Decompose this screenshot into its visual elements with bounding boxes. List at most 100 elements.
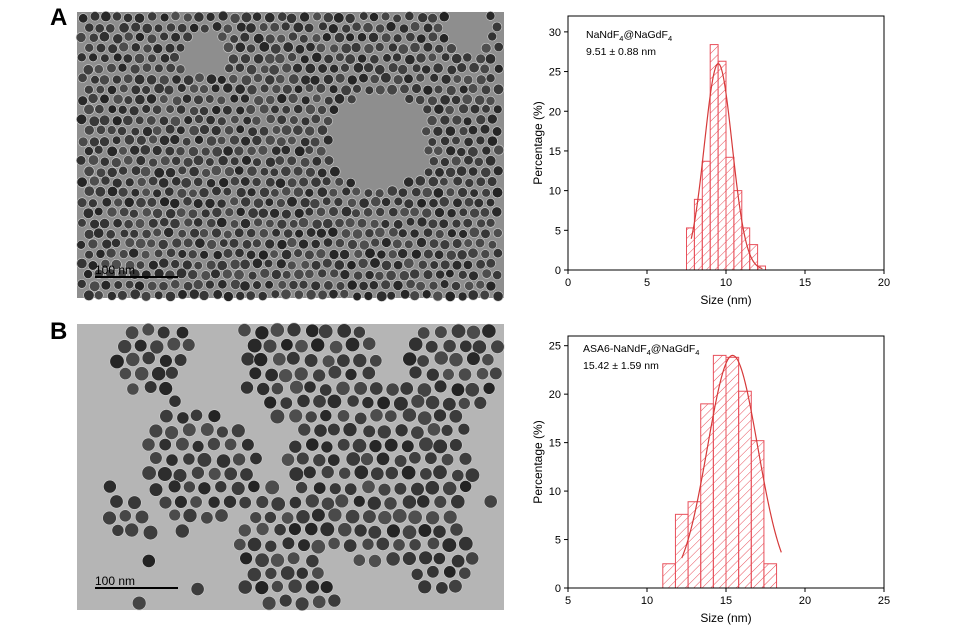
- nanoparticle: [328, 249, 340, 260]
- nanoparticle: [164, 146, 175, 157]
- nanoparticle: [304, 125, 316, 137]
- nanoparticle: [207, 495, 221, 509]
- nanoparticle: [281, 62, 293, 74]
- nanoparticle: [381, 197, 391, 207]
- nanoparticle: [207, 437, 221, 451]
- nanoparticle: [293, 104, 304, 114]
- nanoparticle: [264, 280, 274, 290]
- nanoparticle: [327, 23, 339, 35]
- nanoparticle: [281, 84, 293, 95]
- nanoparticle: [152, 104, 163, 115]
- nanoparticle: [258, 126, 270, 137]
- nanoparticle: [105, 247, 117, 259]
- nanoparticle: [451, 95, 461, 105]
- nanoparticle: [269, 22, 280, 33]
- nanoparticle: [293, 289, 304, 300]
- nanoparticle: [264, 567, 278, 580]
- nanoparticle: [327, 422, 341, 437]
- nanoparticle: [239, 258, 251, 270]
- nanoparticle: [141, 228, 152, 239]
- nanoparticle: [357, 257, 369, 269]
- nanoparticle: [183, 281, 194, 292]
- nanoparticle: [175, 64, 186, 75]
- nanoparticle: [374, 270, 385, 281]
- x-tick-label: 20: [799, 595, 811, 607]
- nanoparticle: [222, 105, 233, 116]
- nanoparticle: [450, 494, 466, 510]
- nanoparticle: [94, 104, 105, 115]
- nanoparticle: [410, 567, 424, 581]
- nanoparticle: [287, 52, 297, 62]
- nanoparticle: [259, 167, 270, 177]
- nanoparticle: [239, 280, 251, 292]
- nanoparticle: [438, 218, 449, 229]
- nanoparticle: [205, 157, 215, 167]
- nanoparticle: [417, 523, 433, 538]
- nanoparticle: [381, 32, 392, 43]
- nanoparticle: [445, 269, 455, 279]
- nanoparticle: [342, 422, 358, 437]
- nanoparticle: [264, 539, 278, 553]
- nanoparticle: [432, 62, 444, 74]
- nanoparticle: [270, 382, 284, 395]
- nanoparticle: [350, 42, 362, 53]
- nanoparticle: [448, 579, 463, 594]
- nanoparticle: [171, 155, 182, 166]
- nanoparticle: [476, 367, 489, 381]
- nanoparticle: [182, 452, 196, 466]
- y-tick-label: 25: [549, 341, 561, 353]
- nanoparticle: [177, 165, 188, 176]
- nanoparticle: [246, 249, 257, 260]
- y-tick-label: 20: [549, 106, 561, 118]
- nanoparticle: [305, 554, 320, 568]
- panel-letter-b: B: [50, 318, 68, 345]
- nanoparticle: [258, 249, 269, 261]
- nanoparticle: [106, 166, 118, 178]
- nanoparticle: [451, 135, 461, 146]
- nanoparticle: [464, 382, 480, 398]
- nanoparticle: [193, 261, 203, 271]
- nanoparticle: [404, 94, 415, 104]
- x-tick-label: 25: [878, 595, 890, 607]
- nanoparticle: [404, 54, 416, 66]
- nanoparticle: [135, 237, 147, 250]
- nanoparticle: [241, 239, 253, 250]
- nanoparticle: [264, 53, 276, 65]
- nanoparticle: [175, 146, 186, 157]
- nanoparticle: [240, 176, 251, 187]
- nanoparticle: [224, 125, 235, 136]
- nanoparticle: [124, 522, 139, 538]
- nanoparticle: [462, 116, 473, 127]
- nanoparticle: [262, 338, 278, 354]
- nanoparticle: [206, 135, 218, 147]
- nanoparticle: [158, 281, 169, 292]
- nanoparticle: [295, 509, 311, 525]
- nanoparticle: [377, 483, 392, 497]
- nanoparticle: [300, 137, 311, 148]
- nanoparticle: [188, 288, 200, 300]
- nanoparticle: [129, 63, 141, 75]
- nanoparticle: [415, 72, 426, 83]
- nanoparticle: [175, 267, 188, 279]
- nanoparticle: [166, 22, 176, 33]
- nanoparticle: [328, 288, 339, 299]
- nanoparticle: [485, 280, 497, 292]
- nanoparticle: [276, 33, 287, 44]
- nanoparticle: [199, 250, 209, 260]
- histogram-bar: [733, 190, 743, 271]
- nanoparticle: [432, 187, 444, 199]
- nanoparticle: [345, 509, 361, 525]
- nanoparticle: [300, 116, 311, 127]
- nanoparticle: [480, 166, 492, 178]
- nanoparticle: [312, 453, 327, 468]
- nanoparticle: [234, 165, 245, 176]
- nanoparticle: [383, 496, 398, 511]
- nanoparticle: [254, 580, 269, 595]
- nanoparticle: [304, 249, 315, 261]
- nanoparticle: [353, 270, 363, 281]
- nanoparticle: [247, 270, 258, 281]
- nanoparticle: [480, 42, 492, 54]
- nanoparticle: [152, 188, 162, 199]
- y-tick-label: 30: [549, 27, 561, 39]
- nanoparticle: [270, 188, 280, 198]
